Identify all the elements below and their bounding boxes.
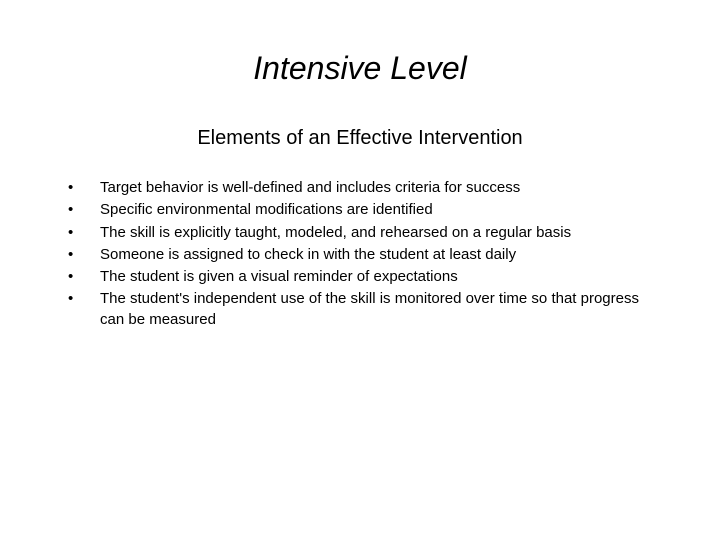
bullet-list: Target behavior is well-defined and incl… xyxy=(60,178,660,330)
bullet-item: Target behavior is well-defined and incl… xyxy=(68,178,660,198)
slide: Intensive Level Elements of an Effective… xyxy=(0,0,720,540)
bullet-item: The skill is explicitly taught, modeled,… xyxy=(68,223,660,243)
bullet-item: The student's independent use of the ski… xyxy=(68,289,660,330)
bullet-item: Someone is assigned to check in with the… xyxy=(68,245,660,265)
bullet-item: Specific environmental modifications are… xyxy=(68,200,660,220)
slide-title: Intensive Level xyxy=(60,50,660,87)
bullet-item: The student is given a visual reminder o… xyxy=(68,267,660,287)
slide-subtitle: Elements of an Effective Intervention xyxy=(60,127,660,150)
